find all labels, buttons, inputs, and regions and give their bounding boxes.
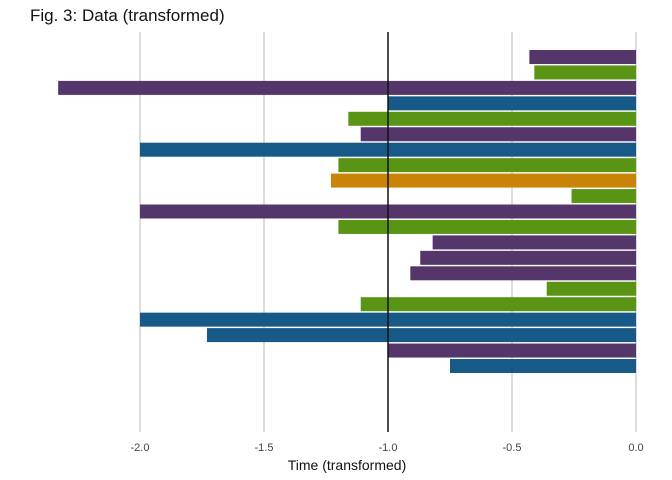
bar-17 bbox=[360, 297, 636, 312]
bar-19 bbox=[206, 328, 636, 343]
bar-15 bbox=[410, 266, 636, 281]
x-tick-labels: -2.0 -1.5 -1.0 -0.5 0.0 bbox=[131, 442, 644, 454]
bar-4 bbox=[388, 96, 636, 111]
x-tick-label-4: 0.0 bbox=[628, 442, 643, 454]
bar-20 bbox=[388, 343, 636, 358]
bar-8 bbox=[338, 158, 636, 173]
x-axis-title: Time (transformed) bbox=[288, 457, 407, 473]
bar-2 bbox=[534, 65, 636, 80]
bar-3 bbox=[58, 80, 637, 95]
bar-21 bbox=[450, 359, 636, 373]
bar-1 bbox=[529, 50, 636, 64]
x-tick-label-1: -1.5 bbox=[255, 442, 274, 454]
bar-16 bbox=[546, 281, 636, 296]
bars bbox=[58, 50, 637, 373]
x-tick-label-3: -0.5 bbox=[503, 442, 522, 454]
bar-9 bbox=[330, 173, 636, 188]
bar-6 bbox=[360, 127, 636, 142]
bar-12 bbox=[338, 219, 636, 234]
x-tick-label-0: -2.0 bbox=[131, 442, 150, 454]
bar-14 bbox=[420, 250, 636, 265]
x-tick-label-2: -1.0 bbox=[379, 442, 398, 454]
bar-5 bbox=[348, 111, 636, 126]
chart-title: Fig. 3: Data (transformed) bbox=[30, 6, 225, 25]
bar-10 bbox=[571, 189, 636, 204]
bar-13 bbox=[432, 235, 636, 250]
